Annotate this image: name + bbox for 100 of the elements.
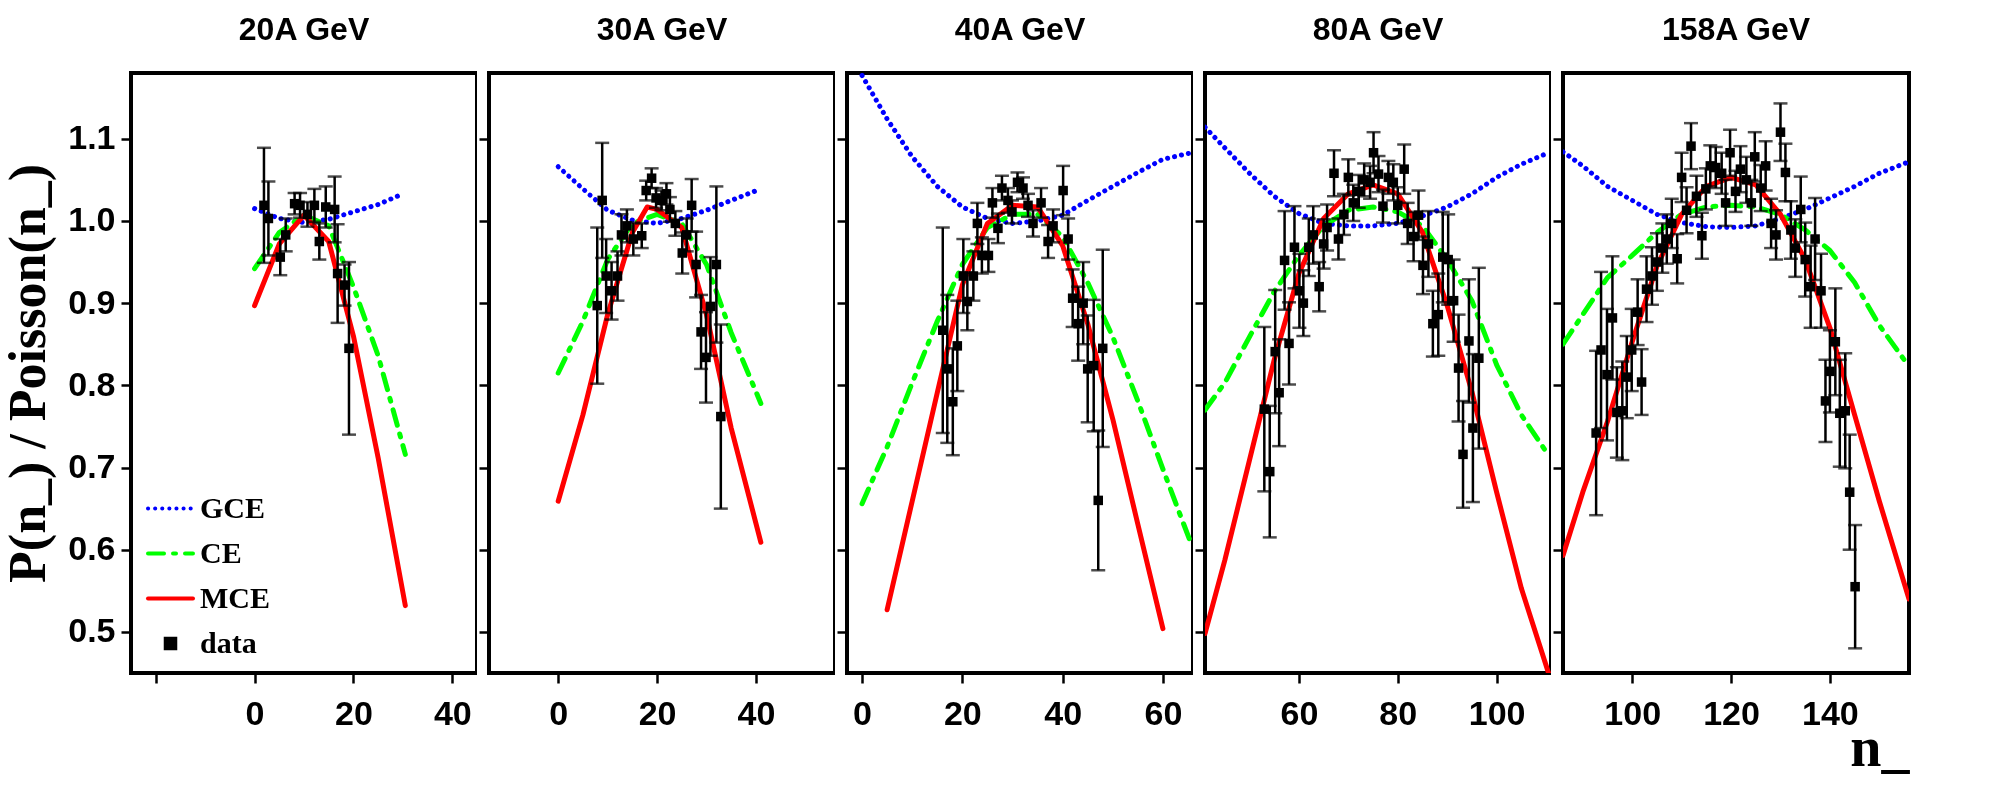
point (1298, 298, 1309, 308)
chart-title: 30A GeV (596, 11, 728, 47)
point (320, 202, 331, 212)
point (1453, 363, 1464, 373)
x-tick-label: 60 (1280, 693, 1319, 732)
point (716, 411, 726, 422)
point (1795, 204, 1806, 215)
x-tick-label: 40 (1044, 693, 1083, 732)
point (1766, 218, 1776, 229)
point (1423, 239, 1434, 249)
point (1652, 257, 1662, 267)
point (1474, 353, 1484, 363)
point (1771, 230, 1781, 240)
point (1043, 236, 1053, 247)
point (646, 173, 657, 183)
point (1725, 147, 1735, 158)
point (1735, 164, 1746, 174)
point (1063, 234, 1073, 244)
point (1294, 286, 1305, 296)
y-tick-label: 1.1 (68, 118, 116, 157)
point (628, 234, 639, 244)
x-tick-label: 100 (1604, 693, 1662, 732)
point (612, 271, 623, 281)
point (1399, 164, 1409, 174)
point (1365, 177, 1375, 188)
point (1681, 205, 1692, 216)
point (1322, 222, 1332, 233)
point (1647, 271, 1657, 281)
point (1810, 234, 1820, 244)
point (993, 223, 1003, 234)
chart-title: 20A GeV (238, 11, 370, 47)
x-tick-label: 20 (638, 693, 677, 732)
point (1428, 318, 1438, 329)
point (1697, 230, 1707, 241)
point (1314, 281, 1324, 292)
point (1318, 239, 1329, 249)
point (1078, 298, 1088, 308)
legend-label: GCE (200, 490, 266, 524)
y-tick-label: 1.0 (68, 200, 116, 239)
legend-label: CE (200, 535, 242, 569)
point (295, 200, 305, 211)
point (1023, 200, 1033, 211)
point (1339, 209, 1349, 220)
point (1641, 284, 1652, 294)
point (1607, 313, 1618, 323)
point (1636, 377, 1647, 387)
point (696, 327, 706, 337)
point (622, 221, 632, 231)
point (665, 204, 675, 215)
x-tick-label: 0 (549, 693, 569, 732)
point (1602, 369, 1612, 380)
point (1097, 343, 1108, 354)
y-tick-label: 0.9 (68, 282, 116, 321)
point (1760, 161, 1771, 171)
point (1746, 198, 1757, 208)
point (1443, 254, 1453, 265)
point (1018, 183, 1028, 193)
point (1048, 221, 1058, 231)
point (601, 271, 611, 281)
y-tick-label: 0.5 (68, 611, 116, 650)
point (1289, 242, 1300, 253)
point (958, 271, 969, 281)
point (275, 252, 286, 262)
point (1830, 337, 1841, 347)
y-tick-label: 0.8 (68, 364, 116, 403)
point (1373, 169, 1384, 179)
x-tick-label: 120 (1703, 693, 1760, 732)
y-tick-label: 0.6 (68, 529, 116, 568)
point (606, 286, 617, 296)
point (1073, 318, 1083, 329)
point (1259, 404, 1270, 414)
point (1067, 293, 1078, 303)
point (987, 198, 998, 208)
x-tick-label: 20 (943, 693, 982, 732)
point (597, 195, 607, 206)
point (691, 259, 701, 270)
point (938, 325, 948, 336)
point (1701, 184, 1711, 194)
y-tick-label: 0.7 (68, 447, 116, 486)
x-tick-label: 40 (737, 693, 776, 732)
legend-label: data (200, 625, 257, 659)
point (1329, 168, 1339, 179)
point (997, 183, 1007, 193)
point (1333, 234, 1344, 244)
point (968, 271, 979, 281)
point (1058, 185, 1068, 196)
point (1800, 254, 1810, 265)
point (1775, 127, 1786, 137)
x-tick-label: 0 (245, 693, 265, 732)
point (1458, 449, 1468, 460)
point (592, 300, 603, 311)
point (1816, 286, 1826, 296)
point (1825, 366, 1835, 377)
point (1393, 200, 1403, 211)
x-tick-label: 60 (1144, 693, 1183, 732)
point (1413, 210, 1424, 220)
point (616, 230, 627, 240)
chart-title: 80A GeV (1312, 11, 1444, 47)
y-axis-title: P(n_) / Poisson(n_) (0, 164, 58, 583)
x-tick-label: 20 (335, 693, 373, 732)
